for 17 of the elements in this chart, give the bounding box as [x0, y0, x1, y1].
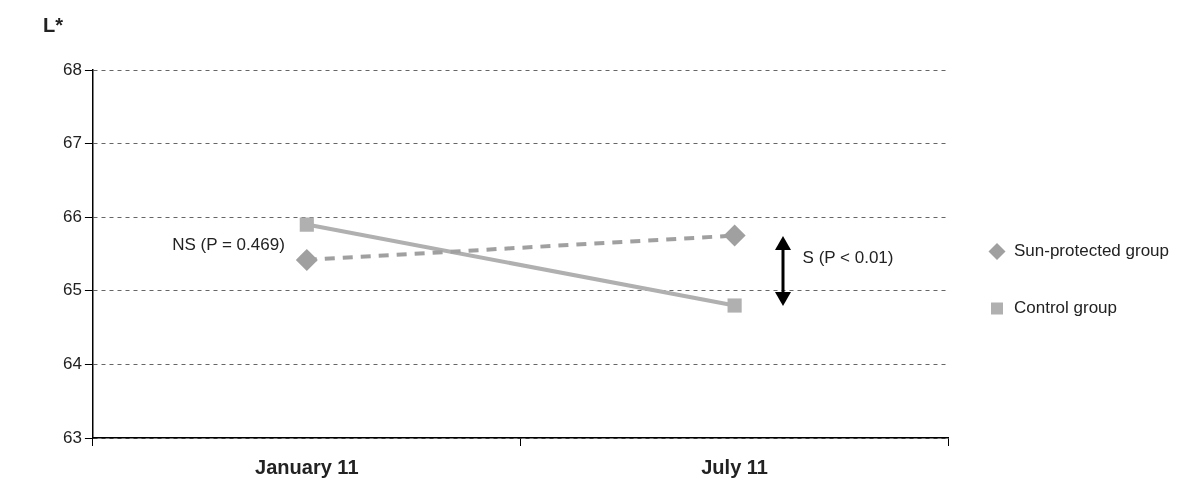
y-tick-label: 68 [62, 59, 82, 79]
point [723, 224, 746, 247]
annotation: S (P < 0.01) [802, 248, 894, 268]
point [299, 217, 314, 232]
point [295, 248, 318, 271]
y-tick-label: 63 [62, 427, 82, 447]
y-tick-label: 65 [62, 280, 82, 300]
annotation: NS (P = 0.469) [172, 234, 285, 254]
y-axis-title: L* [42, 14, 64, 36]
y-tick-label: 64 [62, 354, 82, 374]
y-tick-label: 66 [62, 206, 82, 226]
legend-label: Control group [1014, 298, 1118, 318]
legend-label: Sun-protected group [1014, 241, 1170, 261]
x-tick-label: January 11 [255, 455, 359, 478]
x-tick-label: July 11 [701, 455, 768, 478]
y-tick-label: 67 [62, 133, 82, 153]
point [727, 298, 742, 313]
